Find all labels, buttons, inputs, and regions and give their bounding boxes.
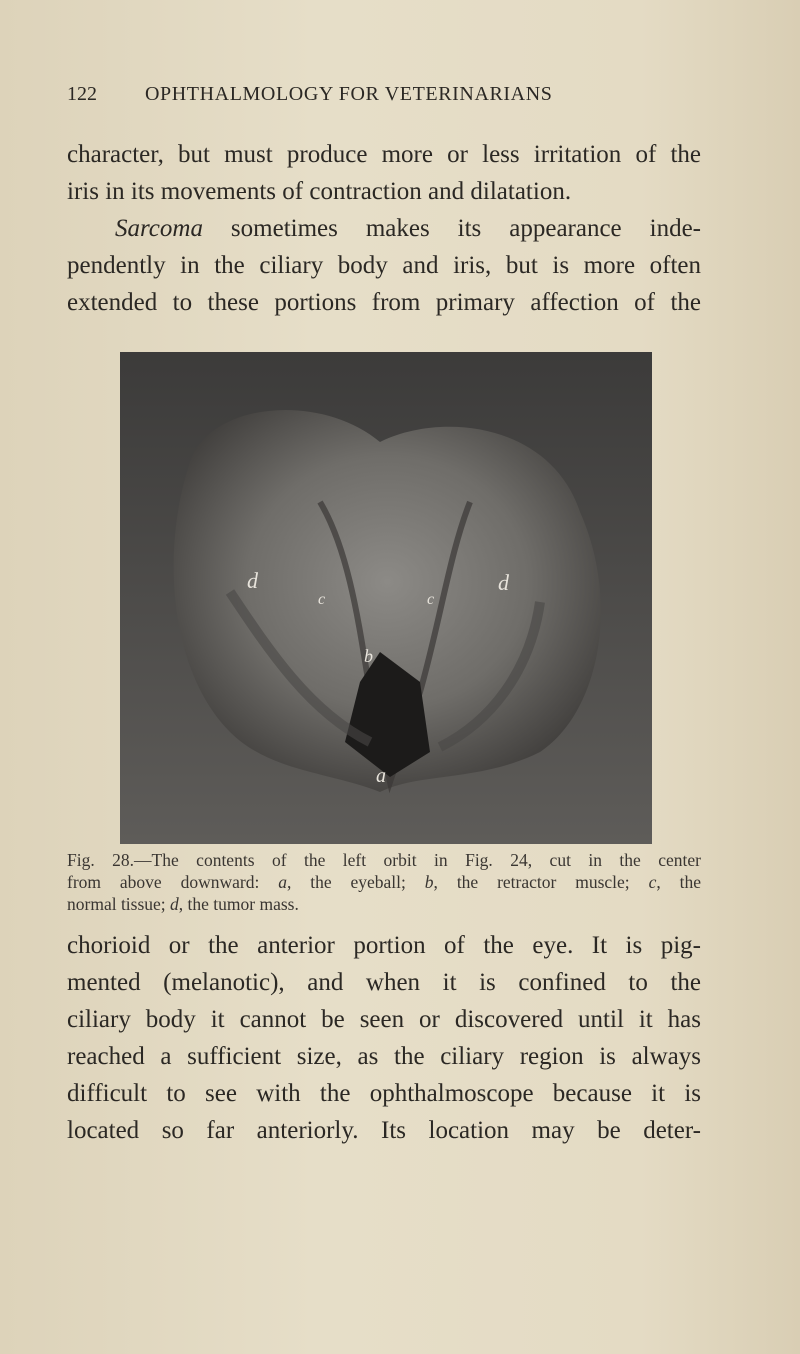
text-line: ciliary body it cannot be seen or discov… — [67, 1001, 701, 1038]
figure-label: b — [364, 646, 373, 666]
text-line: reached a sufficient size, as the ciliar… — [67, 1038, 701, 1075]
text-run: normal tissue; — [67, 894, 171, 914]
text-run: iris in its movements of contraction and… — [67, 178, 572, 205]
text-run: pendently in the ciliary body and iris, … — [67, 252, 701, 279]
text-line: character, but must produce more or less… — [67, 136, 701, 173]
text-run: ciliary body it cannot be seen or discov… — [67, 1006, 701, 1033]
text-run: extended to these portions from primary … — [67, 289, 701, 316]
text-run: located so far anteriorly. Its location … — [67, 1117, 701, 1144]
figure-photo: d c c d b a — [120, 352, 652, 844]
figure-label: c — [318, 591, 325, 608]
running-title: OPHTHALMOLOGY FOR VETERINARIANS — [145, 83, 553, 105]
figure-label: a — [376, 765, 386, 787]
text-run: character, but must produce more or less… — [67, 141, 701, 168]
text-line: difficult to see with the ophthalmoscope… — [67, 1075, 701, 1112]
text-run: , the eyeball; — [286, 872, 425, 892]
figure-label: d — [247, 568, 259, 593]
italic-text: c — [648, 872, 657, 892]
text-run: difficult to see with the ophthalmoscope… — [67, 1080, 701, 1107]
italic-text: Sarcoma — [115, 215, 203, 242]
text-run: chorioid or the anterior portion of the … — [67, 932, 701, 959]
caption-line: normal tissue; d, the tumor mass. — [67, 893, 701, 915]
caption-line: from above downward: a, the eyeball; b, … — [67, 871, 701, 893]
text-run: from above downward: — [67, 872, 279, 892]
figure-label: c — [427, 591, 434, 608]
text-run: , the retractor muscle; — [433, 872, 649, 892]
text-run: sometimes makes its appearance inde- — [202, 215, 701, 242]
italic-text: b — [424, 872, 434, 892]
text-line: extended to these portions from primary … — [67, 284, 701, 321]
text-line: Sarcoma sometimes makes its appearance i… — [67, 210, 701, 247]
figure-label: d — [498, 570, 510, 595]
page-number: 122 — [67, 83, 97, 105]
text-run: Fig. 28.—The contents of the left orbit … — [67, 850, 701, 870]
text-line: chorioid or the anterior portion of the … — [67, 927, 701, 964]
text-line: iris in its movements of contraction and… — [67, 173, 701, 210]
caption-line: Fig. 28.—The contents of the left orbit … — [67, 849, 701, 871]
text-line: located so far anteriorly. Its location … — [67, 1112, 701, 1149]
text-run: reached a sufficient size, as the ciliar… — [67, 1043, 701, 1070]
italic-text: a — [278, 872, 287, 892]
italic-text: d — [170, 894, 179, 914]
text-run: , the — [656, 872, 701, 892]
text-line: pendently in the ciliary body and iris, … — [67, 247, 701, 284]
text-run: , the tumor mass. — [178, 894, 299, 914]
figure-labels: d c c d b a — [247, 568, 510, 787]
text-run: mented (melanotic), and when it is confi… — [67, 969, 701, 996]
text-line: mented (melanotic), and when it is confi… — [67, 964, 701, 1001]
